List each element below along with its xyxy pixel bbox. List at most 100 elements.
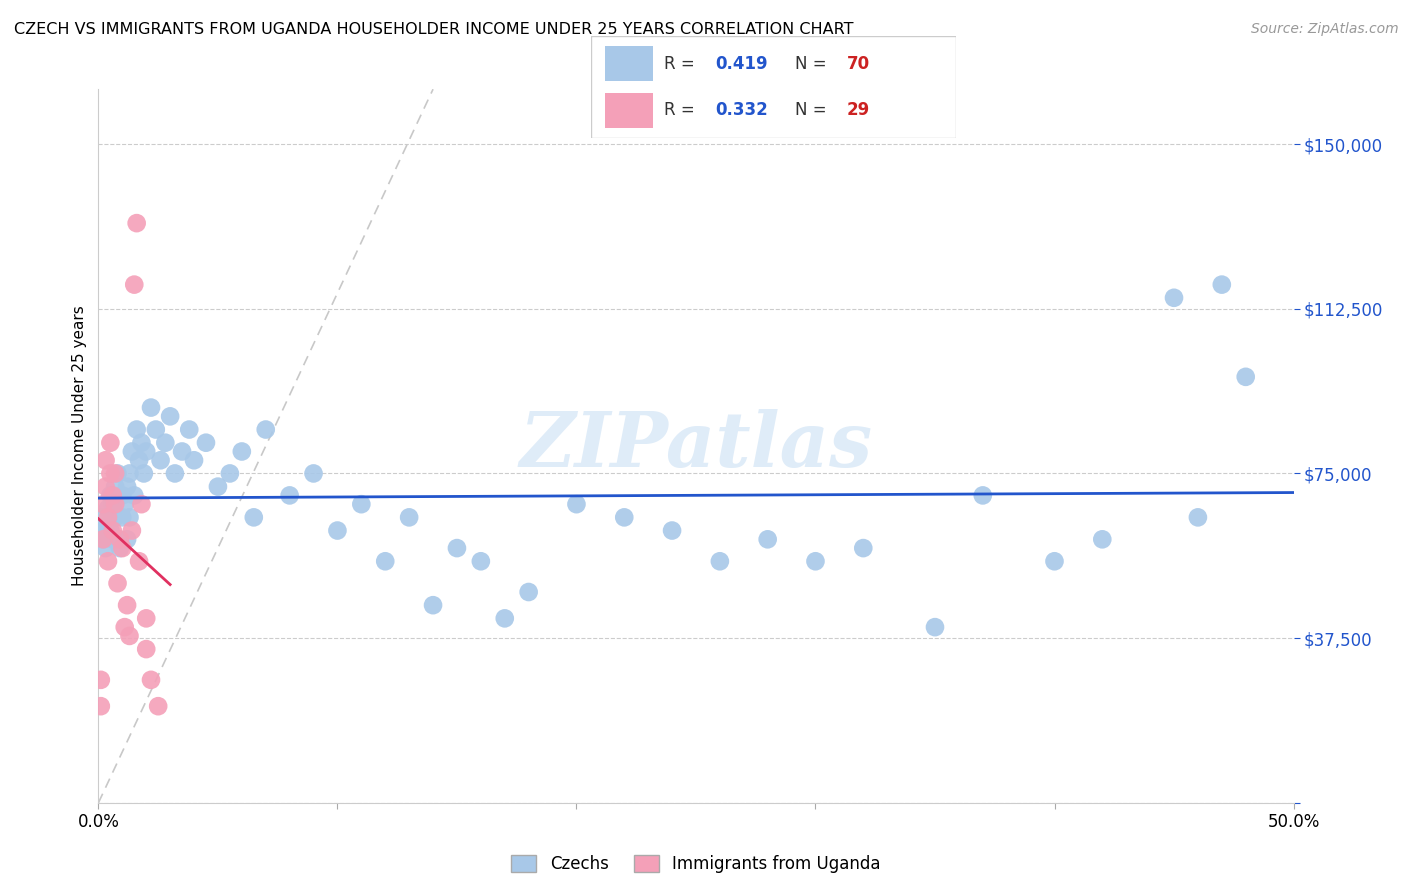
Point (172, 444, 194, 458)
Point (98, 488, 122, 502)
Point (852, 541, 875, 555)
Point (179, 423, 201, 437)
Point (94, 453, 117, 467)
Point (94, 541, 117, 555)
Point (135, 444, 157, 458)
Text: R =: R = (664, 55, 700, 73)
Point (97, 501, 120, 516)
Point (98, 435, 122, 450)
Point (1043, 554, 1066, 568)
Point (111, 541, 134, 555)
Point (194, 435, 217, 450)
Point (159, 409, 181, 424)
Text: N =: N = (796, 55, 832, 73)
Text: 0.332: 0.332 (714, 101, 768, 119)
Point (1091, 533, 1114, 547)
Point (132, 467, 155, 481)
Point (115, 480, 138, 494)
Point (97, 510, 120, 524)
Point (101, 488, 124, 502)
Point (124, 488, 146, 502)
Point (128, 453, 150, 467)
Point (115, 533, 138, 547)
Point (97, 554, 120, 568)
Point (804, 554, 827, 568)
Point (207, 480, 229, 494)
Bar (605, 45, 652, 81)
Point (155, 435, 177, 450)
Point (114, 620, 136, 634)
Text: 0.419: 0.419 (714, 55, 768, 73)
Text: CZECH VS IMMIGRANTS FROM UGANDA HOUSEHOLDER INCOME UNDER 25 YEARS CORRELATION CH: CZECH VS IMMIGRANTS FROM UGANDA HOUSEHOL… (14, 22, 853, 37)
Point (111, 488, 134, 502)
Point (90, 673, 112, 687)
Point (90, 524, 112, 538)
Point (149, 453, 172, 467)
Point (98, 467, 122, 481)
Point (709, 554, 731, 568)
Point (1234, 369, 1257, 384)
Point (470, 554, 492, 568)
Point (494, 611, 516, 625)
Point (98, 524, 122, 538)
Point (104, 467, 127, 481)
Point (91, 533, 114, 547)
Point (254, 423, 277, 437)
Point (374, 554, 396, 568)
Point (101, 524, 124, 538)
Point (972, 488, 994, 502)
Point (107, 576, 129, 591)
Point (565, 497, 588, 511)
Point (114, 497, 136, 511)
Y-axis label: Householder Income Under 25 years: Householder Income Under 25 years (72, 306, 87, 586)
Point (278, 488, 301, 502)
Point (94, 519, 117, 533)
Text: ZIPatlas: ZIPatlas (519, 409, 873, 483)
Point (91, 533, 114, 547)
Point (924, 620, 946, 634)
Point (350, 497, 373, 511)
Point (94, 480, 117, 494)
Point (107, 467, 129, 481)
Point (613, 510, 636, 524)
Point (115, 598, 138, 612)
Text: 29: 29 (846, 101, 870, 119)
Point (231, 444, 253, 458)
Legend: Czechs, Immigrants from Uganda: Czechs, Immigrants from Uganda (505, 848, 887, 880)
Point (661, 524, 683, 538)
Text: 70: 70 (846, 55, 869, 73)
Point (118, 629, 141, 643)
Point (163, 467, 186, 481)
Point (422, 598, 444, 612)
Point (183, 453, 205, 467)
Point (111, 510, 134, 524)
Point (104, 480, 127, 494)
Point (128, 554, 150, 568)
Point (302, 467, 325, 481)
Point (131, 435, 153, 450)
Point (243, 510, 266, 524)
Point (145, 423, 167, 437)
Point (517, 585, 540, 599)
Point (135, 642, 157, 657)
Point (104, 497, 127, 511)
Point (125, 216, 148, 230)
Point (124, 277, 146, 292)
Point (101, 533, 124, 547)
Point (1187, 510, 1209, 524)
Point (1163, 291, 1185, 305)
Point (148, 699, 170, 714)
Text: N =: N = (796, 101, 832, 119)
Point (139, 673, 162, 687)
Point (108, 541, 131, 555)
Point (118, 510, 141, 524)
Point (756, 533, 779, 547)
Bar (605, 93, 652, 128)
Point (219, 467, 242, 481)
Point (121, 524, 143, 538)
Point (121, 444, 143, 458)
Point (91, 510, 114, 524)
Point (90, 699, 112, 714)
Point (446, 541, 468, 555)
Point (91, 497, 114, 511)
